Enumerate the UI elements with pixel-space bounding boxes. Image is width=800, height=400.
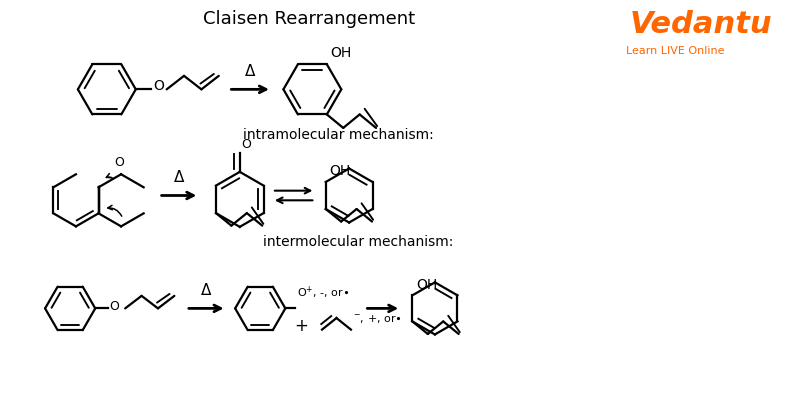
Text: Δ: Δ bbox=[245, 64, 255, 79]
Text: Δ: Δ bbox=[174, 170, 184, 185]
Text: OH: OH bbox=[416, 278, 438, 292]
Text: O: O bbox=[110, 300, 120, 313]
Text: intermolecular mechanism:: intermolecular mechanism: bbox=[262, 235, 453, 249]
Text: Claisen Rearrangement: Claisen Rearrangement bbox=[203, 10, 415, 28]
Text: Learn LIVE Online: Learn LIVE Online bbox=[626, 46, 725, 56]
Text: OH: OH bbox=[330, 46, 352, 60]
Text: Δ: Δ bbox=[201, 283, 211, 298]
Text: $^{-}$, +, or$\bullet$: $^{-}$, +, or$\bullet$ bbox=[353, 314, 402, 326]
Text: Vedantu: Vedantu bbox=[630, 10, 773, 39]
Text: O: O bbox=[153, 80, 164, 94]
Text: intramolecular mechanism:: intramolecular mechanism: bbox=[243, 128, 434, 142]
Text: +: + bbox=[294, 317, 308, 335]
Text: O: O bbox=[242, 138, 251, 151]
Text: O$^{+}$, -, or$\bullet$: O$^{+}$, -, or$\bullet$ bbox=[297, 284, 350, 301]
Text: OH: OH bbox=[330, 164, 351, 178]
Text: O: O bbox=[114, 156, 124, 170]
